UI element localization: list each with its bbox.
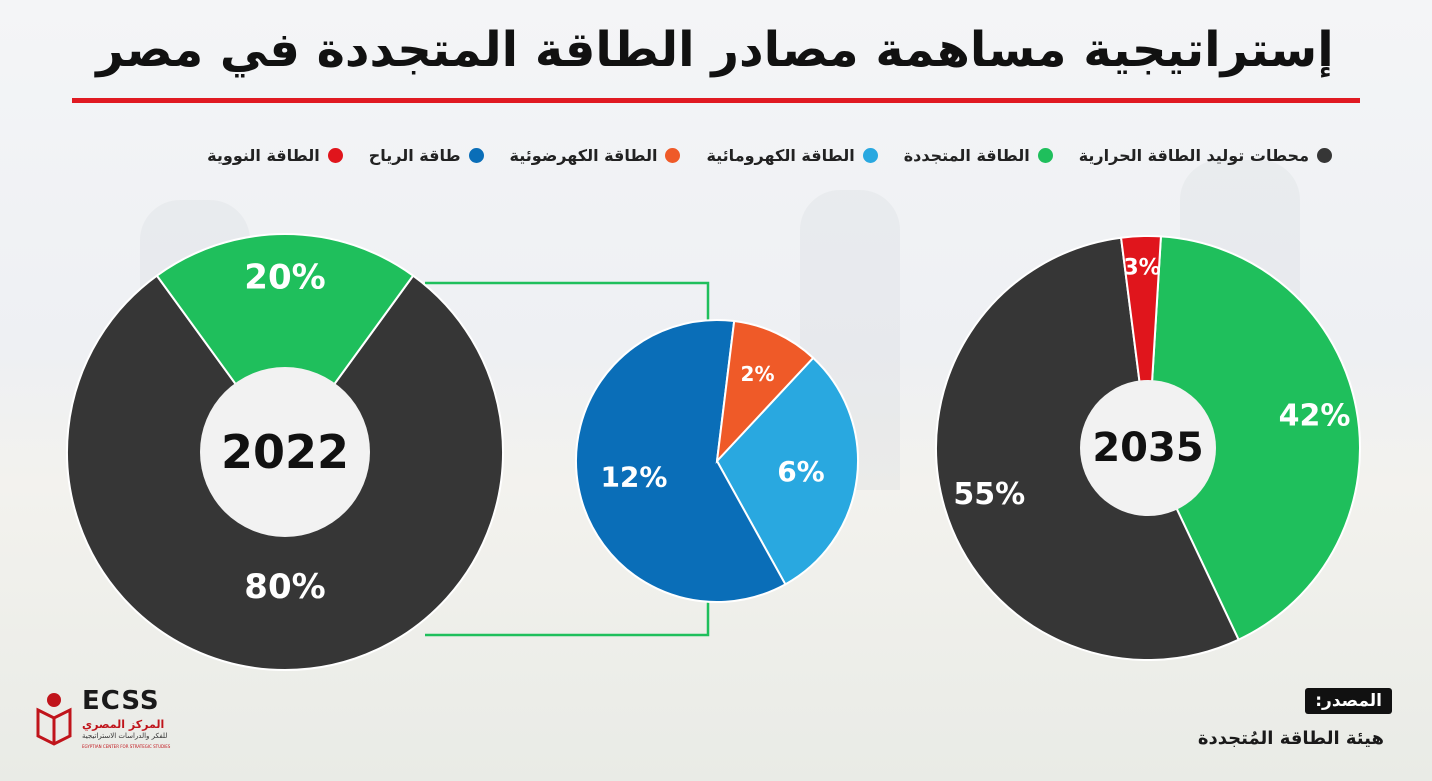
legend-swatch	[862, 148, 878, 163]
slice-value-label: 12%	[600, 461, 667, 494]
center-year-label: 2035	[1092, 425, 1203, 471]
logo-arabic-subtitle: للفكر والدراسات الاستراتيجية	[82, 732, 168, 740]
slice-value-label: 20%	[244, 258, 325, 298]
pie-slice	[715, 356, 859, 586]
legend: محطات توليد الطاقة الحرارية الطاقة المتجد…	[207, 146, 1332, 165]
legend-swatch	[327, 148, 343, 163]
donut-hole	[1080, 380, 1216, 516]
title-underline	[72, 98, 1360, 103]
center-year-label: 2022	[221, 425, 349, 479]
slice-value-label: 2%	[741, 362, 775, 386]
legend-item: الطاقة الكهرومائية	[706, 146, 878, 165]
pie-chart: 2022 80% 20%	[66, 233, 504, 671]
ecss-logo: ECSS المركز المصري للفكر والدراسات الاست…	[34, 684, 184, 754]
legend-label: محطات توليد الطاقة الحرارية	[1078, 146, 1309, 165]
legend-item: محطات توليد الطاقة الحرارية	[1079, 146, 1332, 165]
source-value: هيئة الطاقة المُتجددة	[1197, 728, 1384, 749]
legend-label: الطاقة الكهرومائية	[706, 146, 855, 165]
legend-item: طاقة الرياح	[369, 146, 484, 165]
slice-value-label: 80%	[244, 567, 325, 607]
pie-slice	[155, 233, 415, 454]
donut-hole	[200, 367, 370, 537]
logo-arabic-name: المركز المصري	[82, 718, 165, 731]
legend-label: الطاقة النووية	[207, 146, 320, 165]
pie-chart: 6% 12% 2%	[575, 319, 859, 603]
pie-chart: 2035 42% 55% 3%	[935, 235, 1361, 661]
legend-label: الطاقة الكهرضوئية	[509, 146, 658, 165]
pie-slice	[715, 319, 815, 464]
pie-slice	[575, 319, 787, 603]
legend-label: الطاقة المتجددة	[903, 146, 1030, 165]
slice-value-label: 6%	[777, 455, 825, 488]
slice-value-label: 55%	[953, 477, 1025, 512]
legend-swatch	[1037, 148, 1053, 163]
slice-value-label: 42%	[1279, 398, 1351, 433]
legend-label: طاقة الرياح	[368, 146, 461, 165]
slice-value-label: 3%	[1123, 255, 1160, 280]
legend-swatch	[1317, 148, 1332, 163]
legend-item: الطاقة النووية	[207, 146, 343, 165]
source-label: المصدر:	[1305, 688, 1392, 714]
logo-english-name: EGYPTIAN CENTER FOR STRATEGIC STUDIES	[82, 744, 171, 749]
pie-slice	[1146, 235, 1361, 641]
logo-abbreviation: ECSS	[82, 686, 160, 716]
chart-title: إستراتيجية مساهمة مصادر الطاقة المتجددة …	[96, 22, 1334, 78]
legend-item: الطاقة الكهرضوئية	[510, 146, 681, 165]
logo-mark-icon	[36, 693, 72, 746]
legend-swatch	[468, 148, 484, 163]
legend-swatch	[665, 148, 681, 163]
legend-item: الطاقة المتجددة	[904, 146, 1053, 165]
